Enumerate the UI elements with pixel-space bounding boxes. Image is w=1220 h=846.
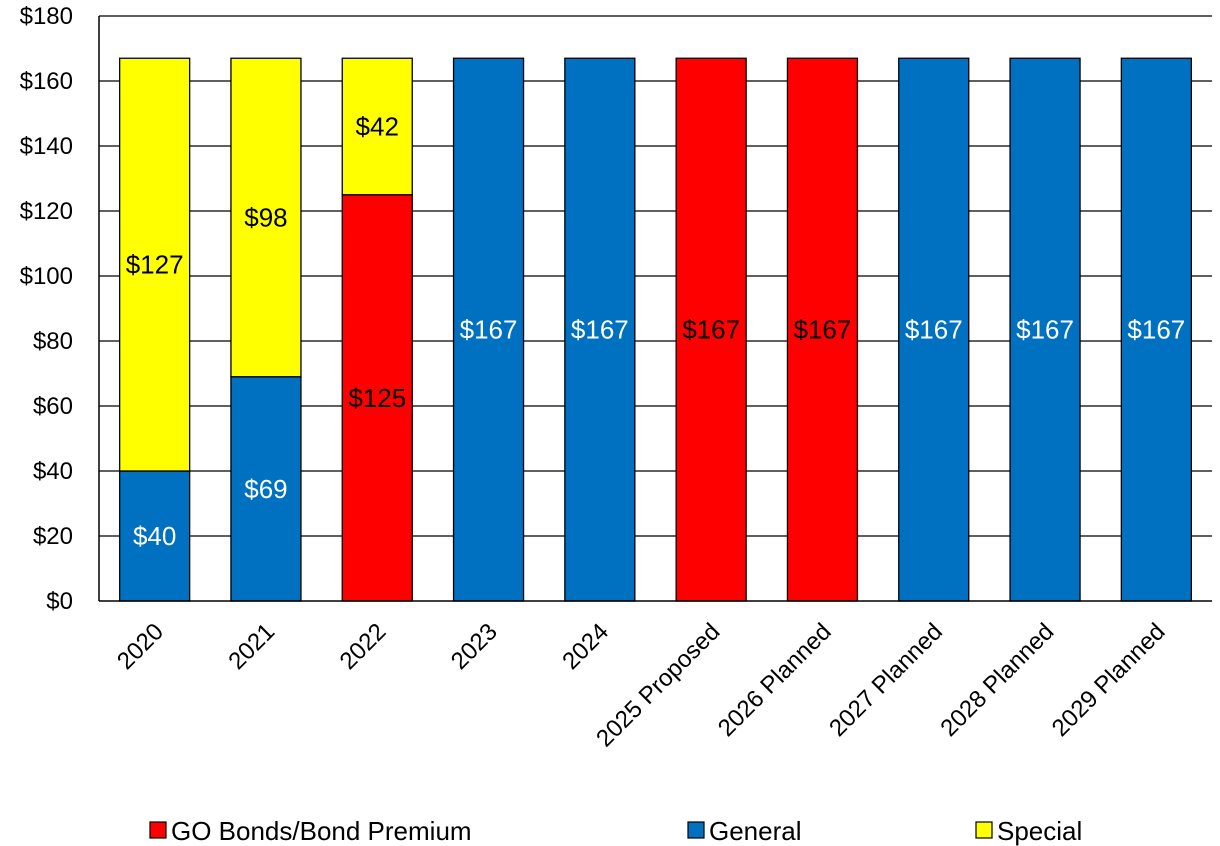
y-tick-label: $160 [20, 68, 73, 95]
bars [119, 57, 1192, 602]
y-tick-label: $180 [20, 3, 73, 30]
x-tick-label: 2026 Planned [713, 618, 837, 742]
data-label: $42 [356, 112, 399, 142]
data-label: $40 [133, 521, 176, 551]
x-tick-label: 2020 [112, 618, 169, 675]
axes [98, 16, 1212, 602]
legend-item: Special [975, 816, 1082, 846]
bar-segment [675, 57, 747, 602]
x-tick-label: 2028 Planned [935, 618, 1059, 742]
x-tick-label: 2027 Planned [824, 618, 948, 742]
data-label: $69 [244, 474, 287, 504]
legend-item: General [687, 816, 802, 846]
legend-label: GO Bonds/Bond Premium [171, 816, 472, 846]
x-tick-label: 2029 Planned [1047, 618, 1171, 742]
bar-segment [341, 57, 413, 196]
y-tick-label: $0 [46, 588, 73, 615]
x-tick-label: 2023 [446, 618, 503, 675]
bar-segment [898, 57, 970, 602]
data-label: $167 [571, 315, 629, 345]
legend-item: GO Bonds/Bond Premium [149, 816, 472, 846]
bar-segment [452, 57, 525, 602]
y-axis-tick-labels: $0 $20 $40 $60 $80 $100 $120 $140 $160 $180 [20, 3, 73, 615]
y-tick-label: $140 [20, 133, 73, 160]
data-label: $98 [244, 203, 287, 233]
bar-segment [564, 57, 636, 602]
y-tick-label: $40 [33, 458, 73, 485]
bar-segment [230, 57, 302, 378]
data-label: $127 [126, 250, 184, 280]
legend-label: General [709, 816, 802, 846]
legend-swatch [149, 821, 167, 839]
x-tick-label: 2021 [223, 618, 280, 675]
data-label: $167 [905, 315, 963, 345]
data-label: $125 [348, 383, 406, 413]
data-label: $167 [794, 315, 852, 345]
legend-label: Special [997, 816, 1082, 846]
y-tick-label: $20 [33, 523, 73, 550]
bar-segment [1009, 57, 1081, 602]
bar-segment [119, 57, 191, 472]
y-tick-label: $100 [20, 263, 73, 290]
legend-swatch [975, 821, 993, 839]
legend: GO Bonds/Bond Premium General Special [149, 816, 1082, 846]
data-label: $167 [682, 315, 740, 345]
y-tick-label: $80 [33, 328, 73, 355]
y-tick-label: $120 [20, 198, 73, 225]
legend-swatch [687, 821, 705, 839]
bar-segment [1120, 57, 1192, 602]
data-label: $167 [460, 315, 518, 345]
y-tick-label: $60 [33, 393, 73, 420]
data-labels: $40 $127 $69 $98 $125 $42 $167 $167 $167 $167 $167… [126, 112, 1186, 552]
x-tick-label: 2022 [335, 618, 392, 675]
bar-segment [119, 470, 191, 602]
x-tick-label: 2024 [557, 618, 614, 675]
bar-segment [786, 57, 859, 602]
data-label: $167 [1016, 315, 1074, 345]
data-label: $167 [1127, 315, 1185, 345]
